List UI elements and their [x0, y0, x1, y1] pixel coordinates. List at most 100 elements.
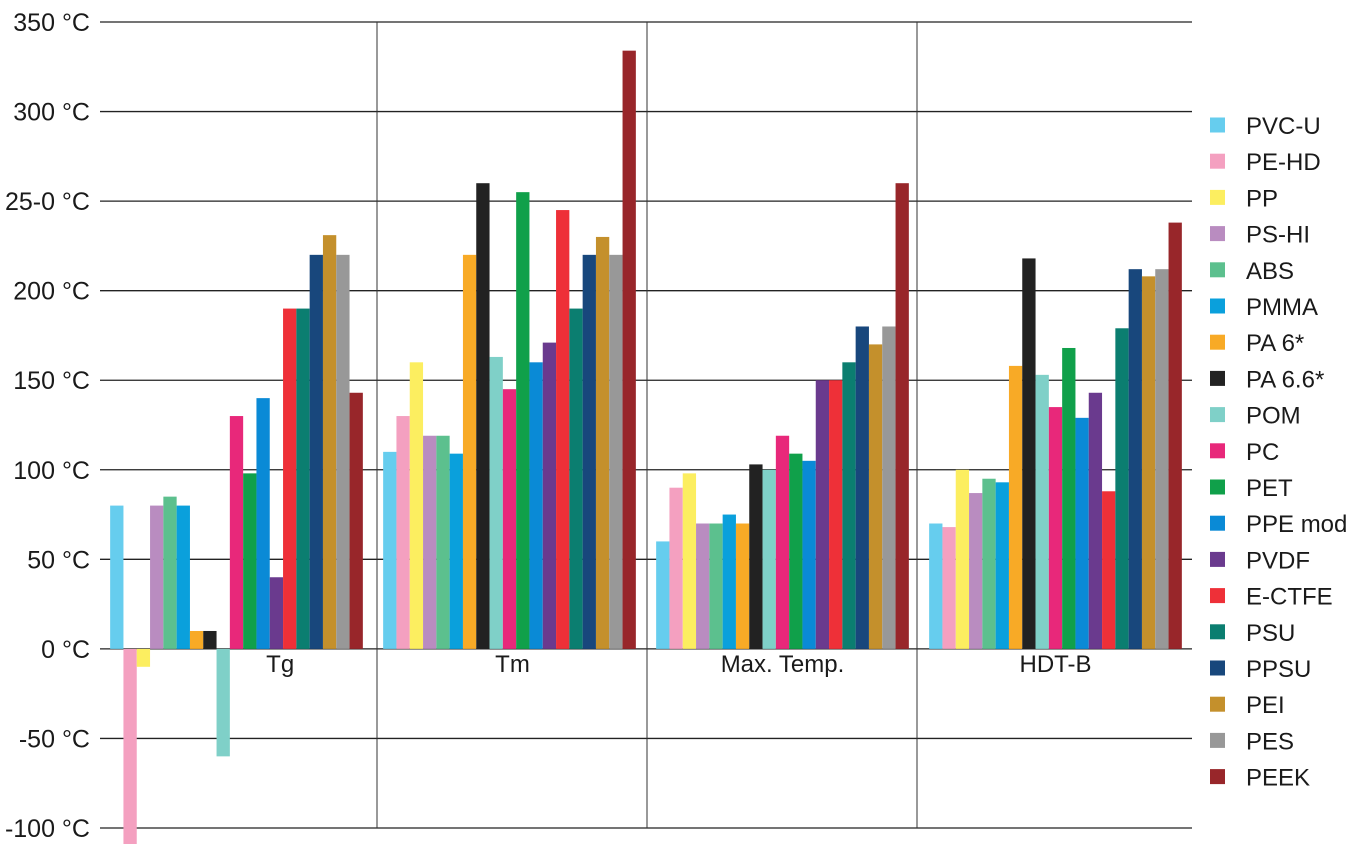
bar-pe-hd-tg	[123, 648, 137, 844]
bar-e-ctfe-tg	[283, 308, 297, 649]
y-tick-label: 100 °C	[13, 457, 90, 485]
bar-ps-hi-max-temp-	[696, 523, 710, 649]
bar-pa-6-6--tm	[476, 183, 490, 649]
bar-e-ctfe-max-temp-	[829, 380, 843, 649]
bar-peek-max-temp-	[895, 183, 909, 649]
legend-swatch	[1210, 624, 1225, 640]
category-label: Tm	[495, 651, 530, 678]
bar-ppsu-tg	[309, 254, 323, 649]
legend-label: PS-HI	[1246, 222, 1310, 249]
bar-peek-tm	[622, 50, 636, 649]
legend-swatch	[1210, 153, 1225, 169]
bar-pei-hdt-b	[1141, 276, 1156, 649]
bar-peek-hdt-b	[1168, 222, 1182, 649]
bar-ppe-mod-max-temp-	[802, 460, 816, 649]
legend-label: PA 6*	[1246, 330, 1304, 357]
bar-ppe-mod-tm	[529, 362, 543, 649]
legend-label: PPE mod	[1246, 511, 1347, 538]
legend-swatch	[1210, 298, 1225, 314]
bar-pom-tg	[216, 648, 230, 757]
category-label: HDT-B	[1020, 651, 1092, 678]
bar-pet-hdt-b	[1062, 347, 1076, 649]
bar-psu-tg	[296, 308, 310, 649]
legend-label: POM	[1246, 403, 1301, 430]
bar-ppe-mod-hdt-b	[1075, 417, 1089, 649]
bar-pa-6--hdt-b	[1008, 365, 1023, 649]
bar-pom-hdt-b	[1035, 374, 1049, 649]
bar-ppsu-hdt-b	[1128, 269, 1142, 649]
legend-label: PEI	[1246, 692, 1285, 719]
legend-swatch	[1210, 443, 1225, 459]
legend-label: PMMA	[1246, 294, 1318, 321]
bar-pa-6-6--tg	[203, 630, 217, 649]
bar-pa-6--tg	[189, 630, 204, 649]
legend: PVC-U PE-HD PP PS-HI ABS PMMA PA 6* PA 6.6* POM P…	[1210, 113, 1347, 792]
bar-ps-hi-tm	[423, 435, 437, 649]
y-tick-label: 200 °C	[13, 278, 90, 306]
legend-label: PPSU	[1246, 656, 1311, 683]
bar-pmma-tg	[176, 505, 190, 649]
bar-pvdf-hdt-b	[1088, 392, 1103, 649]
y-tick-label: -50 °C	[19, 725, 90, 753]
legend-swatch	[1210, 769, 1225, 785]
legend-swatch	[1210, 515, 1225, 531]
y-tick-label: 150 °C	[13, 367, 90, 395]
legend-label: PEEK	[1246, 765, 1310, 792]
bar-abs-max-temp-	[709, 523, 723, 649]
bar-pes-tm	[609, 254, 623, 649]
bar-psu-hdt-b	[1115, 328, 1129, 649]
bar-e-ctfe-tm	[556, 210, 570, 649]
category-label: Max. Temp.	[721, 651, 845, 678]
legend-swatch	[1210, 588, 1225, 604]
bar-pet-max-temp-	[789, 453, 803, 649]
legend-swatch	[1210, 696, 1225, 712]
legend-label: PVC-U	[1246, 113, 1321, 140]
legend-swatch	[1210, 732, 1225, 748]
bar-e-ctfe-hdt-b	[1102, 491, 1116, 649]
y-axis-tick-labels: 350 °C 300 °C 25-0 °C 200 °C 150 °C 100 °C 50 …	[5, 9, 90, 843]
bar-pa-6--max-temp-	[735, 523, 750, 649]
bar-ppsu-tm	[582, 254, 596, 649]
bar-abs-hdt-b	[982, 478, 996, 649]
y-tick-label: 50 °C	[27, 546, 90, 574]
bar-pmma-hdt-b	[995, 482, 1009, 649]
y-tick-label: 25-0 °C	[5, 188, 90, 216]
bar-pet-tm	[516, 192, 530, 649]
bar-pvc-u-max-temp-	[656, 541, 670, 649]
category-labels: Tg Tm Max. Temp. HDT-B	[266, 651, 1091, 678]
legend-swatch	[1210, 407, 1225, 423]
legend-swatch	[1210, 660, 1225, 676]
bar-pvdf-max-temp-	[815, 380, 830, 649]
legend-swatch	[1210, 262, 1225, 278]
bar-peek-tg	[349, 392, 363, 649]
bar-pa-6-6--hdt-b	[1022, 258, 1036, 649]
y-tick-label: 0 °C	[41, 636, 90, 664]
category-label: Tg	[266, 651, 294, 678]
bar-ppsu-max-temp-	[855, 326, 869, 649]
bar-pes-hdt-b	[1155, 269, 1169, 649]
legend-label: E-CTFE	[1246, 584, 1333, 611]
legend-label: PA 6.6*	[1246, 366, 1324, 393]
bar-pei-tm	[595, 236, 610, 649]
bar-pei-tg	[322, 235, 337, 649]
bar-pvdf-tm	[542, 342, 557, 649]
legend-label: PE-HD	[1246, 149, 1321, 176]
bar-abs-tg	[163, 496, 177, 649]
bar-pvc-u-tg	[110, 505, 124, 649]
bar-pvdf-tg	[269, 577, 284, 649]
grid-layer	[100, 21, 1192, 829]
bar-pes-tg	[336, 254, 350, 649]
bar-ps-hi-hdt-b	[969, 493, 983, 649]
bar-pet-tg	[243, 473, 257, 649]
bar-psu-tm	[569, 308, 583, 649]
bar-pmma-tm	[449, 453, 463, 649]
y-tick-label: 300 °C	[13, 99, 90, 127]
legend-swatch	[1210, 226, 1225, 242]
y-tick-label: -100 °C	[5, 815, 90, 843]
bar-pei-max-temp-	[868, 344, 883, 649]
bar-pa-6-6--max-temp-	[749, 464, 763, 649]
bar-pp-tm	[409, 362, 424, 649]
legend-swatch	[1210, 479, 1225, 495]
bar-pp-max-temp-	[682, 473, 697, 649]
